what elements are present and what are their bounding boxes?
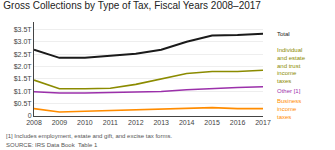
svg-text:2010: 2010 xyxy=(77,119,93,126)
svg-text:[1] Includes employment, estat: [1] Includes employment, estate and gift… xyxy=(6,133,172,139)
svg-text:2013: 2013 xyxy=(153,119,169,126)
svg-text:$3.5T: $3.5T xyxy=(14,26,33,33)
svg-text:2011: 2011 xyxy=(103,119,118,126)
svg-text:$2.0T: $2.0T xyxy=(14,63,33,70)
svg-text:2016: 2016 xyxy=(230,119,246,126)
svg-text:2012: 2012 xyxy=(128,119,144,126)
svg-text:$0.5T: $0.5T xyxy=(14,100,33,107)
svg-text:2017: 2017 xyxy=(255,119,271,126)
svg-text:Total: Total xyxy=(277,31,290,37)
svg-text:Gross Collections by Type of T: Gross Collections by Type of Tax, Fiscal… xyxy=(3,0,261,11)
svg-text:$1.5T: $1.5T xyxy=(14,75,33,82)
svg-text:$3.0T: $3.0T xyxy=(14,38,33,45)
svg-text:2008: 2008 xyxy=(26,119,42,126)
svg-text:SOURCE: IRS Data Book Table 1: SOURCE: IRS Data Book Table 1 xyxy=(6,142,98,148)
svg-text:Businessincometaxes: Businessincometaxes xyxy=(277,98,301,120)
svg-text:Other [1]: Other [1] xyxy=(277,88,301,94)
svg-text:2014: 2014 xyxy=(179,119,195,126)
svg-text:$2.5T: $2.5T xyxy=(14,51,33,58)
svg-text:Individualand estateand trusti: Individualand estateand trustincometaxes xyxy=(277,47,306,84)
svg-text:2015: 2015 xyxy=(204,119,220,126)
svg-text:2009: 2009 xyxy=(52,119,68,126)
svg-text:$1.0T: $1.0T xyxy=(14,88,33,95)
svg-text:0: 0 xyxy=(28,112,32,119)
